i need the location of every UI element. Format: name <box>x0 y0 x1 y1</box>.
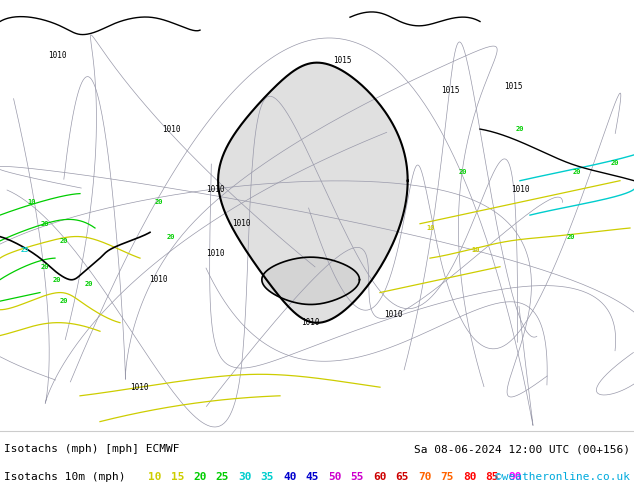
Text: 10: 10 <box>148 472 162 482</box>
Text: 20: 20 <box>59 238 68 244</box>
Text: 75: 75 <box>441 472 454 482</box>
Text: 85: 85 <box>486 472 499 482</box>
Text: 35: 35 <box>261 472 274 482</box>
Text: 20: 20 <box>458 169 467 175</box>
Text: 40: 40 <box>283 472 297 482</box>
Text: 80: 80 <box>463 472 477 482</box>
Text: 1015: 1015 <box>333 56 352 65</box>
Text: 10: 10 <box>27 199 36 205</box>
Text: 20: 20 <box>515 126 524 132</box>
Text: Isotachs 10m (mph): Isotachs 10m (mph) <box>4 472 126 482</box>
Text: 10: 10 <box>471 246 480 252</box>
Text: 1010: 1010 <box>48 51 67 60</box>
Text: 20: 20 <box>154 199 163 205</box>
Text: 60: 60 <box>373 472 387 482</box>
Text: 15: 15 <box>171 472 184 482</box>
Text: 25: 25 <box>21 246 30 252</box>
Text: 20: 20 <box>53 277 61 283</box>
Text: 10: 10 <box>427 225 436 231</box>
Text: 20: 20 <box>40 264 49 270</box>
Text: 65: 65 <box>396 472 409 482</box>
Text: Isotachs (mph) [mph] ECMWF: Isotachs (mph) [mph] ECMWF <box>4 444 179 454</box>
Text: 1010: 1010 <box>301 318 320 327</box>
Text: ©weatheronline.co.uk: ©weatheronline.co.uk <box>495 472 630 482</box>
Text: 1015: 1015 <box>441 86 460 95</box>
Text: 1010: 1010 <box>206 249 225 258</box>
Text: 20: 20 <box>84 281 93 287</box>
Text: 30: 30 <box>238 472 252 482</box>
Text: 1010: 1010 <box>149 275 168 284</box>
Text: 1010: 1010 <box>510 185 529 194</box>
Text: 45: 45 <box>306 472 319 482</box>
Text: 50: 50 <box>328 472 342 482</box>
Text: 20: 20 <box>40 220 49 227</box>
Text: Sa 08-06-2024 12:00 UTC (00+156): Sa 08-06-2024 12:00 UTC (00+156) <box>414 444 630 454</box>
Text: 20: 20 <box>611 161 619 167</box>
Text: 1010: 1010 <box>162 124 181 134</box>
Polygon shape <box>218 63 408 323</box>
Text: 70: 70 <box>418 472 432 482</box>
Text: 90: 90 <box>508 472 522 482</box>
Text: 1010: 1010 <box>384 310 403 318</box>
Text: 20: 20 <box>167 234 176 240</box>
Text: 20: 20 <box>566 234 575 240</box>
Text: 20: 20 <box>193 472 207 482</box>
Polygon shape <box>262 257 359 304</box>
Text: 1010: 1010 <box>206 185 225 194</box>
Text: 1010: 1010 <box>231 219 250 228</box>
Text: 20: 20 <box>59 298 68 304</box>
Text: 1015: 1015 <box>504 81 523 91</box>
Text: 55: 55 <box>351 472 364 482</box>
Text: 25: 25 <box>216 472 229 482</box>
Text: 1010: 1010 <box>130 383 149 392</box>
Text: 20: 20 <box>573 169 581 175</box>
